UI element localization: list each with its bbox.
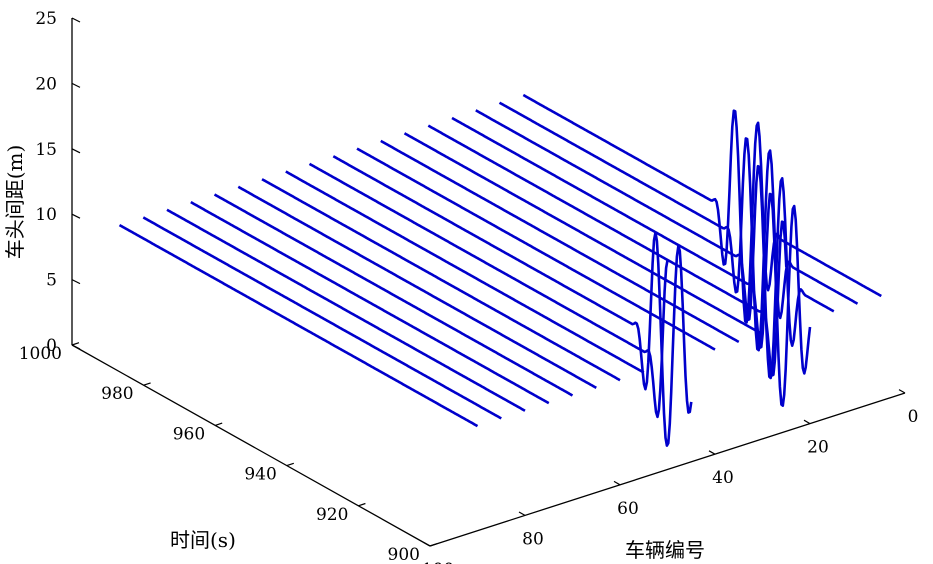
z-tick-mark <box>71 344 81 350</box>
vehicle-headway-line <box>118 223 479 428</box>
vehicle-tick-label: 0 <box>908 407 919 427</box>
vehicle-headway-line <box>427 124 788 377</box>
vehicle-headway-line <box>403 132 764 336</box>
time-tick-mark <box>215 422 223 426</box>
time-axis-line <box>71 344 431 547</box>
vehicle-tick-mark <box>613 480 621 486</box>
vehicle-headway-line <box>190 200 550 405</box>
vehicle-headway-line <box>285 170 645 374</box>
vehicle-headway-line <box>213 193 574 397</box>
time-tick-mark <box>143 382 151 386</box>
vehicle-tick-label: 80 <box>522 529 544 549</box>
vehicle-headway-line <box>522 93 882 324</box>
vehicle-tick-mark <box>423 542 431 547</box>
z-tick-mark <box>71 17 81 23</box>
time-tick-label: 940 <box>244 465 276 485</box>
vehicle-headway-line <box>166 208 526 412</box>
z-tick-label: 0 <box>46 336 57 356</box>
vehicle-headway-line <box>380 139 740 344</box>
vehicle-tick-mark <box>898 389 906 394</box>
vehicle-tick-label: 20 <box>807 438 829 458</box>
z-tick-label: 15 <box>35 140 57 160</box>
z-tick-label: 10 <box>35 205 57 225</box>
z-tick-label: 20 <box>35 74 57 94</box>
time-tick-mark <box>71 342 80 346</box>
vehicle-headway-line <box>451 116 812 407</box>
z-axis-title: 车头间距(m) <box>3 145 27 260</box>
vehicle-headway-line <box>498 101 859 352</box>
time-tick-label: 980 <box>101 384 133 404</box>
vehicle-tick-mark <box>803 419 811 425</box>
vehicle-tick-mark <box>518 511 526 516</box>
vehicle-headway-line <box>475 109 835 380</box>
z-tick-label: 5 <box>46 271 57 291</box>
time-tick-label: 960 <box>173 424 205 444</box>
z-tick-mark <box>71 213 81 219</box>
time-axis-title: 时间(s) <box>170 528 236 552</box>
headway-series-group <box>118 93 882 447</box>
time-tick-mark <box>286 462 294 467</box>
vehicle-tick-label: 40 <box>712 468 734 488</box>
z-tick-mark <box>71 148 81 154</box>
z-tick-mark <box>71 279 81 285</box>
vehicle-axis-line <box>429 392 906 547</box>
vehicle-headway-line <box>356 147 716 351</box>
time-tick-label: 920 <box>316 505 348 525</box>
vehicle-axis-title: 车辆编号 <box>625 538 705 562</box>
z-tick-label: 25 <box>35 9 57 29</box>
vehicle-headway-line <box>308 162 669 419</box>
time-tick-mark <box>358 502 366 507</box>
vehicle-headway-line <box>142 216 502 420</box>
time-tick-label: 1000 <box>19 344 62 364</box>
vehicle-tick-mark <box>708 450 716 455</box>
time-tick-label: 900 <box>388 545 420 564</box>
axis-ticks: 0510152025900920940960980100002040608010… <box>19 9 919 564</box>
vehicle-headway-line <box>332 155 693 447</box>
time-tick-mark <box>429 543 438 547</box>
vehicle-tick-label: 100 <box>422 560 454 564</box>
vehicle-headway-line <box>237 185 597 389</box>
vehicle-tick-label: 60 <box>617 499 639 519</box>
axis-frame <box>71 18 906 547</box>
vehicle-headway-line <box>261 178 621 382</box>
z-tick-mark <box>71 82 81 88</box>
